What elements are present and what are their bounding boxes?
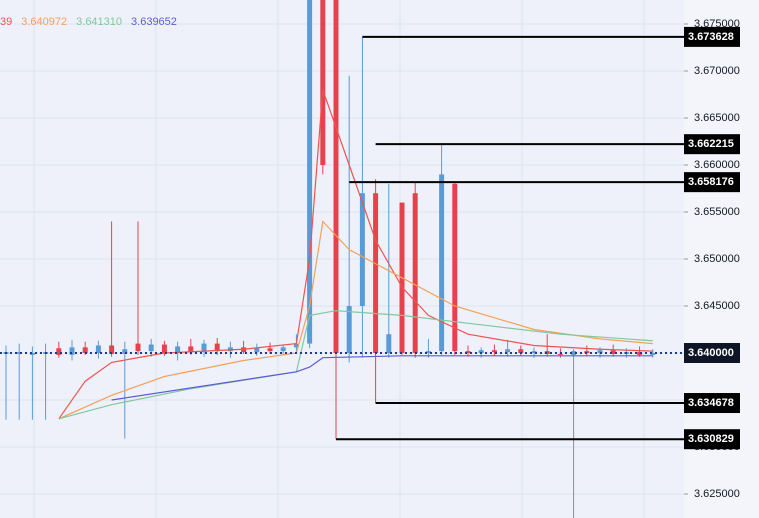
candle-body xyxy=(359,193,365,307)
ma-line xyxy=(58,310,653,420)
candle-body xyxy=(465,351,471,354)
candle-body xyxy=(95,345,101,354)
legend-value: 3.639652 xyxy=(131,16,177,28)
candle-body xyxy=(452,183,458,352)
y-tick-label: 3.625000 xyxy=(694,488,740,500)
candle-body xyxy=(491,350,497,353)
candle-body xyxy=(425,351,431,354)
candle-body xyxy=(505,349,511,353)
candle-body xyxy=(373,193,379,354)
price-axis: 3.6250003.6300003.6350003.6400003.645000… xyxy=(684,18,740,500)
candle-body xyxy=(610,350,616,354)
candle-body xyxy=(175,346,181,354)
legend-value: 3.640972 xyxy=(21,16,67,28)
price-box xyxy=(684,172,740,193)
candle-body xyxy=(333,0,339,354)
candle-body xyxy=(135,343,141,352)
candle-body xyxy=(571,351,577,355)
candle-body xyxy=(650,353,656,355)
candle-body xyxy=(109,345,115,354)
candle-body xyxy=(346,306,352,354)
last-price-box xyxy=(684,343,740,364)
candle-body xyxy=(280,347,286,352)
price-label: 3.630829 xyxy=(688,433,734,445)
price-box xyxy=(684,393,740,414)
candle-body xyxy=(597,350,603,354)
price-label: 3.673628 xyxy=(688,31,734,43)
candle-body xyxy=(227,347,233,352)
grid xyxy=(0,0,684,518)
price-label: 3.634678 xyxy=(688,397,734,409)
candle-body xyxy=(320,0,326,165)
candle-body xyxy=(122,349,128,354)
price-label: 3.658176 xyxy=(688,176,734,188)
last-price-label: 3.640000 xyxy=(688,347,734,359)
candle-body xyxy=(267,348,273,352)
candle-body xyxy=(478,350,484,354)
candle-body xyxy=(386,334,392,354)
candle-body xyxy=(557,353,563,355)
legend-value: 3.641310 xyxy=(76,16,122,28)
legend: 39 3.640972 3.641310 3.639652 xyxy=(0,16,177,28)
candle-body xyxy=(439,174,445,352)
candle-body xyxy=(82,347,88,354)
ma-line xyxy=(111,355,653,401)
candle-body xyxy=(161,344,167,354)
candle-body xyxy=(637,352,643,355)
candle-body xyxy=(29,353,35,355)
price-box xyxy=(684,134,740,155)
candle-body xyxy=(544,351,550,354)
candle-body xyxy=(148,344,154,352)
candle-body xyxy=(293,343,299,348)
y-tick-label: 3.655000 xyxy=(694,206,740,218)
price-box xyxy=(684,429,740,450)
candle-body xyxy=(56,348,62,355)
candle-body xyxy=(214,343,220,352)
candle-body xyxy=(16,352,22,354)
price-label: 3.662215 xyxy=(688,138,734,150)
candle-body xyxy=(254,348,260,353)
plot xyxy=(0,0,684,518)
candle-body xyxy=(531,351,537,354)
candle-body xyxy=(518,349,524,354)
candle-body xyxy=(307,0,313,344)
candle-body xyxy=(412,193,418,354)
candle-body xyxy=(69,347,75,355)
candle-body xyxy=(188,346,194,353)
legend-value: 39 xyxy=(0,16,12,28)
price-box xyxy=(684,26,740,47)
y-tick-label: 3.660000 xyxy=(694,159,740,171)
y-tick-label: 3.650000 xyxy=(694,253,740,265)
y-tick-label: 3.670000 xyxy=(694,65,740,77)
ma-line xyxy=(58,220,653,420)
y-tick-label: 3.645000 xyxy=(694,300,740,312)
candle-body xyxy=(201,343,207,353)
y-tick-label: 3.665000 xyxy=(694,112,740,124)
ma-line xyxy=(58,89,653,420)
